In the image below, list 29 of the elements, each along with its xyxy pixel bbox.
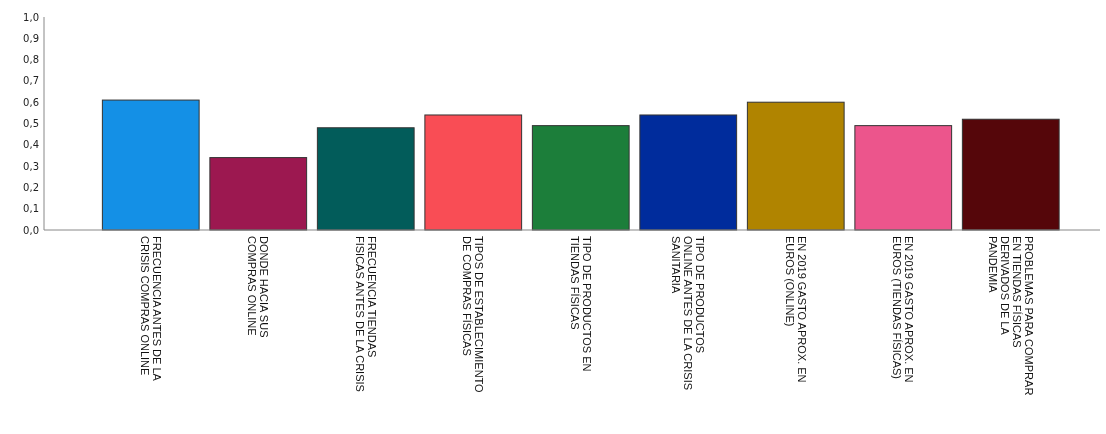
x-tick-label: FRECUENCIA ANTES DE LA CRISIS COMPRAS ONLINE	[138, 236, 163, 382]
y-tick-label: 0,0	[23, 224, 39, 236]
x-tick-label: TIPO DE PRODUCTOS ONLINE ANTES DE LA CRISIS SANITARIA	[670, 236, 707, 391]
y-tick-label: 0,4	[23, 139, 39, 151]
y-tick-label: 0,6	[23, 96, 39, 108]
bar	[854, 125, 953, 231]
x-tick-label: TIPOS DE ESTABLECIMIENTO DE COMPRAS FÍSICAS	[461, 236, 486, 394]
y-tick-label: 0,2	[23, 181, 39, 193]
y-tick-label: 0,1	[23, 203, 39, 215]
bar	[101, 99, 200, 231]
bar	[961, 118, 1060, 231]
bar	[639, 114, 738, 231]
x-tick-label: FRECUENCIA TIENDAS FISICAS ANTES DE LA CRISIS	[353, 236, 378, 392]
bar	[209, 157, 308, 231]
bar	[316, 127, 415, 231]
bar	[746, 101, 845, 231]
bar	[531, 125, 630, 231]
x-tick-label: DONDE HACIA SUS COMPRAS ONLINE	[246, 236, 271, 338]
y-tick-label: 0,3	[23, 160, 39, 172]
x-tick-label: EN 2019 GASTO APROX. EN EUROS (ONLINE)	[783, 236, 808, 383]
bar	[424, 114, 523, 231]
y-tick-label: 0,8	[23, 54, 39, 66]
y-tick-label: 0,5	[23, 118, 39, 129]
x-tick-label: PROBLEMAS PARA COMPRAR EN TIENDAS FÍSICAS DERIVADOS DE LA PANDEMIA	[986, 236, 1035, 396]
x-tick-label: TIPO DE PRODUCTOS EN TIENDAS FÍSICAS	[568, 236, 593, 372]
y-tick-label: 1,0	[23, 11, 39, 23]
y-tick-label: 0,7	[23, 75, 39, 87]
x-tick-label: EN 2019 GASTO APROX. EN EUROS (TIENDAS FÍSICAS)	[891, 236, 916, 383]
y-tick-label: 0,9	[23, 32, 39, 44]
